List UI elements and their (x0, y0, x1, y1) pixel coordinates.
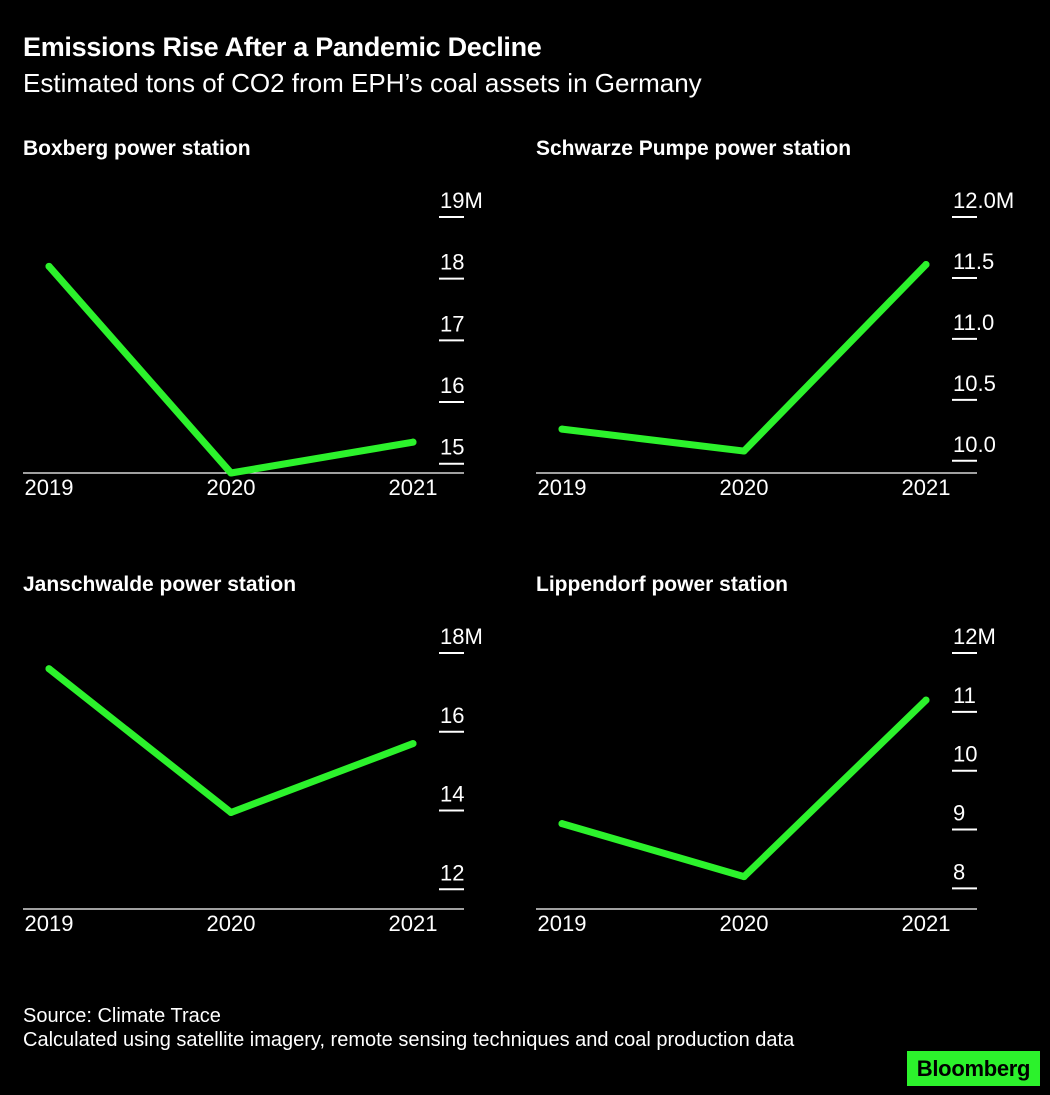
panel-title: Schwarze Pumpe power station (536, 137, 852, 160)
y-tick-label: 18M (440, 624, 483, 649)
data-point (409, 438, 417, 446)
x-tick-label: 2020 (720, 911, 769, 936)
chart-title: Emissions Rise After a Pandemic Decline (23, 32, 542, 62)
chart-schwarze-pumpe: 10.0 10.5 11.0 11.5 12.0M 2019 2020 2021 (536, 188, 1014, 500)
x-tick-label: 2021 (389, 911, 438, 936)
panel-lippendorf: Lippendorf power station 8 9 10 11 12M 2019 20… (536, 573, 1036, 973)
data-point (409, 740, 417, 748)
x-tick-label: 2019 (538, 911, 587, 936)
y-tick-label: 16 (440, 703, 464, 728)
methodology-note: Calculated using satellite imagery, remo… (23, 1029, 795, 1051)
panel-boxberg: Boxberg power station 15 16 17 18 19M 2019 202… (23, 137, 523, 537)
y-tick-label: 12M (953, 624, 996, 649)
data-point (740, 873, 748, 881)
data-point (45, 262, 53, 270)
y-tick-label: 9 (953, 801, 965, 826)
y-tick-label: 14 (440, 782, 464, 807)
panel-title: Janschwalde power station (23, 573, 297, 596)
x-tick-label: 2019 (25, 475, 74, 500)
x-tick-label: 2020 (720, 475, 769, 500)
x-tick-label: 2019 (538, 475, 587, 500)
y-tick-label: 17 (440, 311, 464, 336)
series-line (45, 262, 417, 477)
x-tick-label: 2020 (207, 911, 256, 936)
y-tick-label: 12 (440, 860, 464, 885)
data-point (227, 469, 235, 477)
y-tick-label: 16 (440, 373, 464, 398)
x-tick-label: 2021 (389, 475, 438, 500)
y-tick-label: 10.0 (953, 432, 996, 457)
panel-title: Lippendorf power station (536, 573, 788, 596)
data-point (227, 809, 235, 817)
x-tick-label: 2021 (902, 475, 951, 500)
y-tick-label: 12.0M (953, 188, 1014, 213)
panel-title: Boxberg power station (23, 137, 251, 160)
y-tick-label: 19M (440, 188, 483, 213)
y-tick-label: 11.0 (953, 310, 994, 335)
x-tick-label: 2019 (25, 911, 74, 936)
series-line (558, 261, 930, 455)
series-line (45, 665, 417, 817)
source-note: Source: Climate Trace (23, 1005, 221, 1027)
panel-schwarze-pumpe: Schwarze Pumpe power station 10.0 10.5 11.… (536, 137, 1036, 537)
y-tick-label: 15 (440, 435, 464, 460)
panel-janschwalde: Janschwalde power station 12 14 16 18M 2019 2… (23, 573, 523, 973)
bloomberg-logo: Bloomberg (907, 1051, 1040, 1086)
x-tick-label: 2020 (207, 475, 256, 500)
chart-lippendorf: 8 9 10 11 12M 2019 2020 2021 (536, 624, 996, 936)
data-point (922, 696, 930, 704)
footer: Source: Climate Trace Calculated using s… (23, 1004, 843, 1052)
x-tick-label: 2021 (902, 911, 951, 936)
data-point (45, 665, 53, 673)
y-tick-label: 10.5 (953, 371, 996, 396)
y-tick-label: 8 (953, 859, 965, 884)
data-point (740, 447, 748, 455)
data-point (922, 261, 930, 269)
chart-janschwalde: 12 14 16 18M 2019 2020 2021 (23, 624, 483, 936)
y-tick-label: 11 (953, 683, 976, 708)
chart-subtitle: Estimated tons of CO2 from EPH’s coal as… (23, 68, 702, 98)
y-tick-label: 18 (440, 250, 464, 275)
data-point (558, 820, 566, 828)
data-point (558, 425, 566, 433)
series-line (558, 696, 930, 881)
y-tick-label: 10 (953, 742, 977, 767)
y-tick-label: 11.5 (953, 249, 994, 274)
chart-boxberg: 15 16 17 18 19M 2019 2020 2021 (23, 188, 483, 500)
